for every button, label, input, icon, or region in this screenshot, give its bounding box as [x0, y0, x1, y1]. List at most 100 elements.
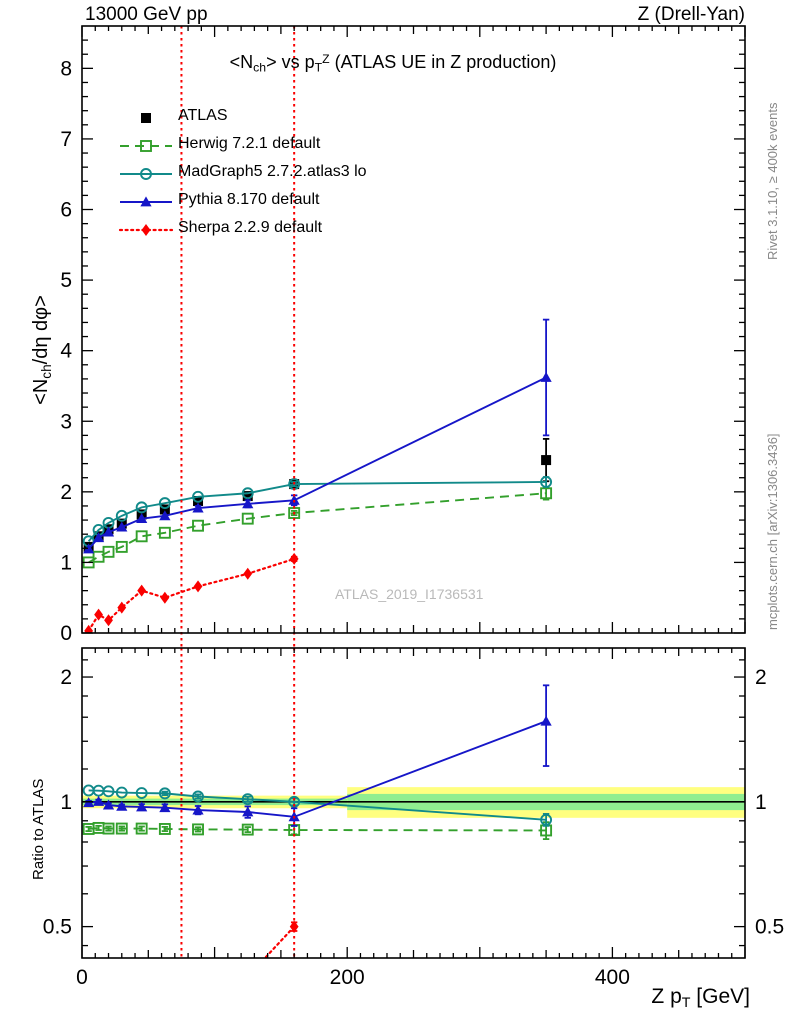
- marker-square-open: [540, 487, 553, 500]
- y-tick-label: 3: [60, 410, 72, 433]
- y-tick-label: 0: [60, 622, 72, 645]
- marker-triangle-filled: [92, 532, 105, 543]
- legend-item-sherpa[interactable]: Sherpa 2.2.9 default: [178, 219, 323, 236]
- legend-item-pythia[interactable]: Pythia 8.170 default: [178, 191, 320, 208]
- marker-triangle-filled: [242, 498, 254, 509]
- marker-circle-open: [102, 785, 115, 798]
- marker-triangle-filled: [159, 802, 171, 813]
- ylab-sub: ch: [38, 364, 54, 379]
- y-tick-label: 7: [60, 128, 72, 151]
- marker-square-open: [158, 526, 171, 539]
- ratio-y-tick-label: 1: [60, 791, 72, 814]
- legend-item-atlas[interactable]: ATLAS: [178, 107, 228, 124]
- marker-diamond-filled: [94, 608, 103, 621]
- series-line: [87, 376, 547, 550]
- series-line: [87, 481, 547, 542]
- ratio-y-tick-label-right: 1: [755, 791, 767, 814]
- marker-triangle-filled: [288, 494, 300, 505]
- marker-circle-open: [158, 787, 171, 800]
- x-tick-label: 400: [595, 966, 630, 989]
- ratio-sherpa-tail: [263, 925, 296, 958]
- title-pre: <N: [229, 52, 254, 73]
- marker-circle-open: [158, 497, 171, 510]
- series-line: [88, 720, 547, 818]
- marker-triangle-filled: [192, 804, 204, 815]
- x-tick-label: 0: [76, 966, 88, 989]
- marker-triangle-filled: [102, 526, 115, 537]
- marker-triangle-filled: [140, 196, 152, 207]
- y-tick-label: 2: [60, 481, 72, 504]
- marker-triangle-filled: [540, 371, 552, 382]
- series-line: [263, 925, 296, 958]
- header-left-beam: 13000 GeV pp: [85, 4, 208, 25]
- y-tick-label: 8: [60, 57, 72, 80]
- marker-circle-open: [135, 501, 148, 514]
- title-mid: > vs p: [266, 52, 315, 73]
- y-tick-label: 1: [60, 551, 72, 574]
- rivet-version-label: Rivet 3.1.10, ≥ 400k events: [765, 102, 780, 260]
- title-psup: Z: [322, 52, 330, 66]
- marker-circle-open: [192, 490, 204, 503]
- marker-triangle-filled: [102, 799, 115, 810]
- marker-square-open: [135, 822, 148, 835]
- marker-square-filled: [242, 491, 253, 502]
- legend: [118, 113, 174, 236]
- y-tick-label: 6: [60, 199, 72, 222]
- marker-triangle-filled: [192, 502, 204, 513]
- ratio-y-tick-label: 2: [60, 666, 72, 689]
- marker-triangle-filled: [136, 801, 148, 812]
- header-right-process: Z (Drell-Yan): [637, 4, 745, 25]
- marker-square-open: [92, 550, 105, 563]
- marker-triangle-filled: [242, 806, 254, 817]
- marker-square-open: [241, 823, 254, 836]
- x-tick-label: 200: [330, 966, 365, 989]
- xlab-pre: Z p: [651, 985, 682, 1008]
- marker-triangle-filled: [92, 795, 105, 806]
- marker-diamond-filled: [193, 580, 203, 593]
- marker-circle-open: [241, 793, 254, 806]
- ylab-post: /dη dφ>: [30, 295, 52, 365]
- marker-square-open: [158, 823, 171, 835]
- marker-circle-open: [115, 509, 128, 522]
- plot-title: <Nch> vs pTZ (ATLAS UE in Z production): [0, 52, 786, 75]
- marker-circle-open: [115, 786, 128, 799]
- marker-circle-open: [192, 790, 204, 803]
- marker-square-open: [140, 140, 152, 152]
- marker-circle-open: [540, 813, 553, 826]
- marker-circle-open: [288, 795, 301, 808]
- marker-square-filled: [159, 504, 170, 515]
- marker-diamond-filled: [243, 567, 253, 580]
- y-axis-label-main: <Nch/dη dφ>: [30, 295, 54, 405]
- marker-diamond-filled: [104, 614, 113, 627]
- analysis-watermark: ATLAS_2019_I1736531: [335, 586, 484, 602]
- xlab-unit: [GeV]: [690, 985, 750, 1008]
- marker-square-open: [241, 512, 254, 525]
- marker-diamond-filled: [141, 224, 151, 236]
- legend-item-herwig[interactable]: Herwig 7.2.1 default: [178, 135, 321, 152]
- legend-item-madgraph[interactable]: MadGraph5 2.7.2.atlas3 lo: [178, 163, 367, 180]
- marker-square-open: [192, 823, 204, 836]
- marker-square-filled: [141, 113, 151, 123]
- marker-square-filled: [541, 455, 552, 466]
- marker-square-open: [192, 519, 204, 532]
- marker-circle-open: [140, 168, 152, 180]
- marker-diamond-filled: [117, 601, 127, 614]
- ratio-y-tick-label-right: 2: [755, 666, 767, 689]
- ylab-pre: <N: [30, 378, 52, 405]
- marker-diamond-filled: [289, 552, 299, 565]
- y-axis-label-ratio: Ratio to ATLAS: [30, 778, 47, 880]
- marker-square-open: [135, 530, 148, 543]
- xlab-sub: T: [681, 994, 691, 1011]
- marker-square-open: [115, 822, 128, 835]
- title-post: (ATLAS UE in Z production): [329, 52, 557, 73]
- marker-diamond-filled: [84, 624, 94, 633]
- title-psub: T: [314, 60, 323, 75]
- marker-triangle-filled: [83, 543, 95, 554]
- marker-triangle-filled: [540, 715, 552, 726]
- marker-square-open: [102, 545, 115, 558]
- marker-diamond-filled: [289, 920, 299, 933]
- marker-square-open: [115, 540, 128, 553]
- marker-circle-open: [540, 476, 553, 488]
